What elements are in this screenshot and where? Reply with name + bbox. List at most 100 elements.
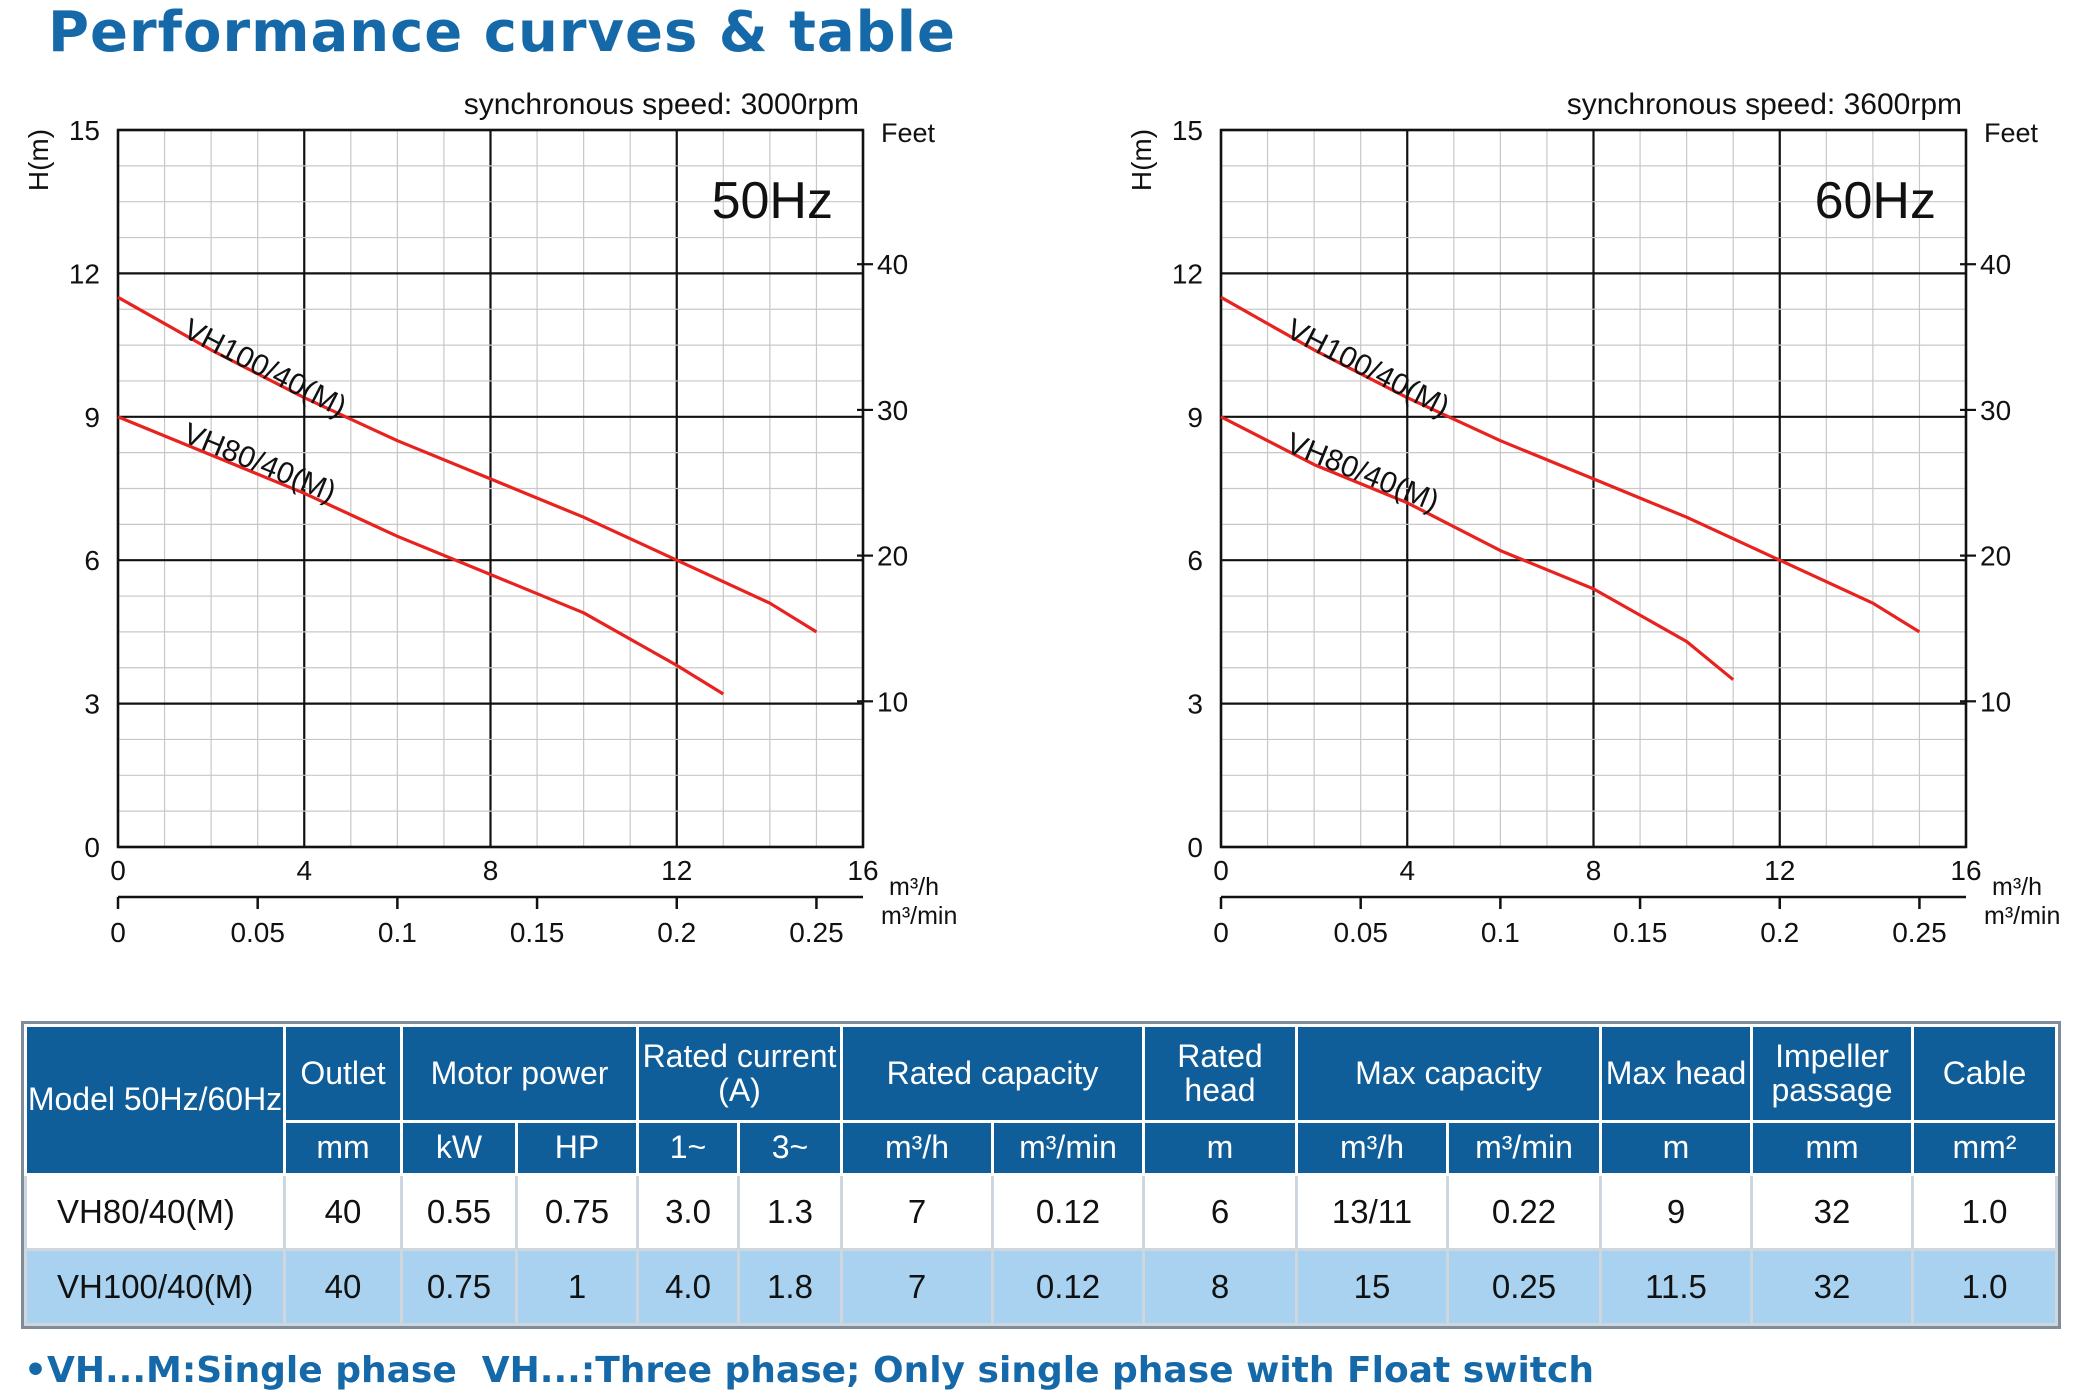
unit-cell: HP	[515, 1120, 639, 1176]
secondary-tick-label: 0.05	[1333, 917, 1388, 948]
table-cell: 1.0	[1911, 1173, 2058, 1251]
y-tick-label: 3	[1187, 689, 1203, 720]
table-cell: 0.75	[400, 1248, 518, 1326]
unit-cell: m³/h	[1295, 1120, 1449, 1176]
table-cell: 40	[283, 1248, 403, 1326]
unit-cell: mm	[283, 1120, 403, 1176]
table-cell: 8	[1142, 1248, 1298, 1326]
col-max-capacity: Max capacity	[1295, 1024, 1602, 1123]
secondary-tick-label: 0.25	[1892, 917, 1947, 948]
secondary-tick-label: 0.15	[1613, 917, 1668, 948]
col-model: Model 50Hz/60Hz	[24, 1024, 286, 1176]
curve-label: VH100/40(M)	[178, 313, 352, 424]
table-row: VH80/40(M) 40 0.55 0.75 3.0 1.3 7 0.12 6…	[24, 1173, 2058, 1251]
feet-axis-label: Feet	[881, 118, 936, 148]
unit-cell: kW	[400, 1120, 518, 1176]
table-row: VH100/40(M) 40 0.75 1 4.0 1.8 7 0.12 8 1…	[24, 1248, 2058, 1326]
curve-vh100	[1220, 295, 1921, 634]
chart-50hz: 15 12 9 6 3 0 40 30 20 10 Feet H(m) synchronous spee…	[10, 70, 1020, 970]
unit-cell: 1~	[636, 1120, 740, 1176]
feet-tick-label: 30	[1980, 395, 2011, 426]
secondary-tick-label: 0	[110, 917, 126, 948]
x-axis-unit-primary: m³/h	[1992, 873, 2042, 901]
y-tick-label: 15	[69, 115, 100, 146]
table-cell: 1.8	[737, 1248, 843, 1326]
unit-cell: m³/min	[1446, 1120, 1602, 1176]
y-tick-label: 6	[1187, 545, 1203, 576]
curve-label: VH100/40(M)	[1281, 313, 1455, 424]
table-cell: 13/11	[1295, 1173, 1449, 1251]
curve-vh80	[1220, 415, 1735, 681]
feet-tick-label: 20	[877, 541, 908, 572]
table-cell: 6	[1142, 1173, 1298, 1251]
table-cell: 32	[1750, 1248, 1914, 1326]
secondary-tick-label: 0.25	[789, 917, 844, 948]
table-cell: 0.55	[400, 1173, 518, 1251]
chart-60hz: 15 12 9 6 3 0 40 30 20 10 Feet H(m) synchronous spee…	[1113, 70, 2088, 970]
unit-cell: mm	[1750, 1120, 1914, 1176]
table-cell: 32	[1750, 1173, 1914, 1251]
feet-axis-label: Feet	[1984, 118, 2039, 148]
frequency-badge: 60Hz	[1815, 172, 1936, 230]
unit-cell: m	[1142, 1120, 1298, 1176]
curve-label: VH80/40(M)	[178, 417, 340, 509]
grid	[116, 128, 865, 849]
x-tick-label: 8	[483, 855, 499, 886]
feet-tick-label: 30	[877, 395, 908, 426]
table-cell: 7	[840, 1173, 994, 1251]
secondary-tick-label: 0.15	[510, 917, 565, 948]
x-tick-label: 4	[296, 855, 312, 886]
grid	[1219, 128, 1968, 849]
table-cell: 4.0	[636, 1248, 740, 1326]
x-axis-unit-secondary: m³/min	[1984, 902, 2060, 930]
col-rated-capacity: Rated capacity	[840, 1024, 1145, 1123]
unit-cell: m³/h	[840, 1120, 994, 1176]
table-cell: 40	[283, 1173, 403, 1251]
unit-cell: m³/min	[991, 1120, 1145, 1176]
col-cable: Cable	[1911, 1024, 2058, 1123]
unit-cell: 3~	[737, 1120, 843, 1176]
secondary-tick-label: 0	[1213, 917, 1229, 948]
feet-tick-label: 40	[1980, 249, 2011, 280]
secondary-tick-label: 0.1	[378, 917, 417, 948]
curve-label: VH80/40(M)	[1281, 427, 1443, 519]
curve-vh80	[117, 415, 725, 696]
feet-tick-label: 20	[1980, 541, 2011, 572]
model-cell: VH100/40(M)	[24, 1248, 286, 1326]
footnote: •VH...M:Single phase VH...:Three phase; …	[24, 1350, 1594, 1391]
col-rated-current: Rated current (A)	[636, 1024, 843, 1123]
performance-table: Model 50Hz/60Hz Outlet Motor power Rated…	[21, 1021, 2061, 1329]
feet-tick-label: 40	[877, 249, 908, 280]
table-cell: 1.0	[1911, 1248, 2058, 1326]
unit-cell: m	[1599, 1120, 1753, 1176]
table-cell: 11.5	[1599, 1248, 1753, 1326]
secondary-tick-label: 0.2	[657, 917, 696, 948]
y-tick-label: 0	[1187, 832, 1203, 863]
table-cell: 3.0	[636, 1173, 740, 1251]
col-outlet: Outlet	[283, 1024, 403, 1123]
col-max-head: Max head	[1599, 1024, 1753, 1123]
col-motor-power: Motor power	[400, 1024, 639, 1123]
table-cell: 1.3	[737, 1173, 843, 1251]
x-tick-label: 12	[1764, 855, 1795, 886]
table-cell: 7	[840, 1248, 994, 1326]
col-rated-head: Rated head	[1142, 1024, 1298, 1123]
model-cell: VH80/40(M)	[24, 1173, 286, 1251]
table-header-row: Model 50Hz/60Hz Outlet Motor power Rated…	[24, 1024, 2058, 1176]
y-tick-label: 3	[84, 689, 100, 720]
table-cell: 0.75	[515, 1173, 639, 1251]
x-tick-label: 12	[661, 855, 692, 886]
x-tick-label: 16	[847, 855, 878, 886]
x-axis-unit-secondary: m³/min	[881, 902, 957, 930]
y-axis-title: H(m)	[23, 129, 54, 191]
unit-cell: mm²	[1911, 1120, 2058, 1176]
x-tick-label: 4	[1399, 855, 1415, 886]
y-tick-label: 9	[1187, 402, 1203, 433]
y-axis-title: H(m)	[1126, 129, 1157, 191]
y-tick-label: 12	[1172, 258, 1203, 289]
y-tick-label: 6	[84, 545, 100, 576]
secondary-tick-label: 0.2	[1760, 917, 1799, 948]
table-cell: 15	[1295, 1248, 1449, 1326]
